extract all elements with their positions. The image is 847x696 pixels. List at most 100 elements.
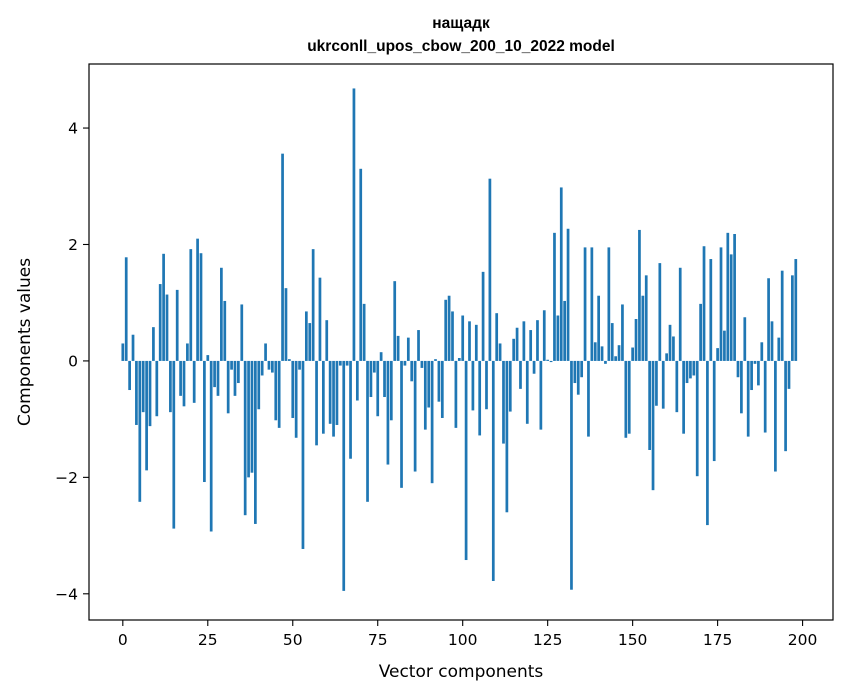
bar-186 [753, 360, 757, 364]
x-axis-ticks: 0 25 50 75 100 125 150 175 200 [118, 620, 817, 649]
bar-86 [413, 360, 417, 472]
y-tick-label: 4 [68, 120, 78, 138]
bar-157 [655, 360, 658, 406]
bar-79 [389, 360, 393, 421]
bar-101 [464, 360, 468, 561]
bar-58 [318, 277, 322, 361]
bar-152 [638, 229, 641, 361]
bars-group [121, 88, 798, 591]
bar-88 [420, 360, 424, 368]
bar-132 [570, 360, 573, 590]
bar-66 [345, 360, 349, 366]
x-tick-label: 150 [618, 631, 648, 649]
bar-56 [311, 249, 315, 361]
bar-38 [250, 360, 254, 473]
bar-46 [277, 360, 281, 428]
bar-148 [624, 360, 628, 438]
bar-165 [682, 360, 685, 434]
bar-166 [685, 360, 689, 384]
bar-1 [124, 257, 128, 361]
bar-198 [794, 259, 798, 361]
bar-172 [706, 360, 709, 526]
bar-29 [220, 267, 223, 361]
bar-131 [566, 228, 570, 361]
bar-99 [457, 358, 461, 361]
bar-187 [757, 360, 760, 386]
bar-12 [162, 253, 165, 361]
bar-18 [182, 360, 186, 407]
bar-175 [716, 348, 719, 361]
bar-89 [423, 360, 427, 430]
bar-184 [746, 360, 750, 437]
bar-127 [553, 232, 556, 361]
bar-145 [614, 356, 618, 361]
bar-136 [583, 247, 587, 361]
x-tick-label: 200 [788, 631, 818, 649]
y-axis-label: Components values [15, 258, 35, 426]
bar-51 [294, 360, 298, 438]
bar-94 [440, 360, 444, 418]
bar-123 [539, 360, 543, 430]
y-axis-ticks: −4 −2 0 2 4 [55, 120, 89, 603]
bar-7 [145, 360, 148, 471]
bar-129 [559, 187, 563, 361]
bar-76 [379, 352, 383, 361]
bar-15 [172, 360, 176, 529]
bar-114 [508, 360, 512, 412]
bar-189 [763, 360, 767, 433]
bar-169 [695, 360, 699, 477]
y-tick-label: 2 [68, 236, 78, 254]
bar-179 [729, 254, 733, 361]
bar-84 [406, 337, 410, 361]
bar-4 [135, 360, 138, 425]
bar-183 [743, 317, 747, 361]
bar-71 [362, 303, 366, 361]
bar-9 [152, 327, 155, 361]
bar-60 [325, 320, 329, 361]
bar-69 [355, 360, 359, 401]
bar-50 [291, 360, 295, 418]
bar-159 [661, 360, 665, 409]
bar-73 [369, 360, 373, 398]
bar-133 [573, 360, 577, 384]
bar-26 [209, 360, 213, 532]
bar-43 [267, 360, 271, 370]
bar-63 [335, 360, 339, 425]
bar-191 [770, 321, 774, 361]
bar-96 [447, 295, 451, 361]
bar-108 [488, 178, 492, 361]
bar-49 [288, 359, 291, 361]
bar-128 [556, 315, 560, 361]
chart-title: нащадк [432, 15, 490, 32]
bar-65 [342, 360, 346, 591]
bar-139 [593, 342, 597, 361]
bar-31 [226, 360, 230, 414]
bar-168 [692, 360, 696, 376]
bar-11 [158, 284, 162, 361]
bar-17 [179, 360, 182, 396]
bar-112 [502, 360, 505, 444]
x-tick-label: 75 [368, 631, 388, 649]
bar-23 [199, 253, 203, 361]
bar-0 [121, 343, 125, 361]
bar-85 [410, 360, 414, 382]
bar-185 [750, 360, 753, 391]
x-tick-label: 0 [118, 631, 128, 649]
bar-100 [461, 315, 465, 361]
bar-20 [189, 249, 193, 361]
bar-173 [709, 259, 713, 361]
bar-57 [315, 360, 318, 446]
bar-160 [665, 353, 668, 361]
bar-91 [430, 360, 434, 484]
bar-32 [230, 360, 233, 370]
bar-81 [396, 335, 400, 361]
bar-193 [777, 337, 781, 361]
bar-105 [478, 360, 482, 436]
bar-181 [736, 360, 740, 378]
bar-82 [400, 360, 403, 488]
bar-53 [301, 360, 305, 549]
x-tick-label: 175 [703, 631, 733, 649]
bar-8 [148, 360, 152, 427]
bar-153 [641, 295, 645, 361]
